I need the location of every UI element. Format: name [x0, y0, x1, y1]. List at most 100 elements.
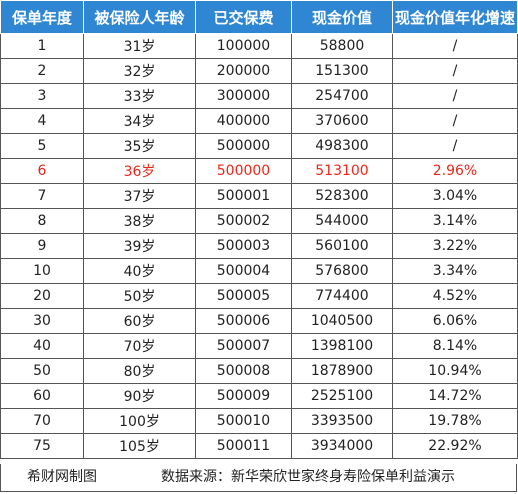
table-row: 60 90岁 500009 2525100 14.72% — [0, 383, 518, 409]
table-row: 50 80岁 500008 1878900 10.94% — [0, 358, 518, 384]
cell-annual-growth: 10.94% — [392, 358, 518, 384]
cell-cash-value: 3393500 — [291, 408, 393, 434]
table-header-row: 保单年度 被保险人年龄 已交保费 现金价值 现金价值年化增速 — [0, 0, 518, 34]
cell-premium-paid: 100000 — [195, 33, 292, 59]
table-row: 7 37岁 500001 528300 3.04% — [0, 183, 518, 209]
data-source-note: 数据来源：新华荣欣世家终身寿险保单利益演示 — [161, 469, 455, 485]
cell-premium-paid: 500001 — [195, 183, 292, 209]
cell-policy-year: 2 — [0, 58, 84, 84]
cell-premium-paid: 500011 — [195, 433, 292, 459]
cell-cash-value: 528300 — [291, 183, 393, 209]
table-row: 75 105岁 500011 3934000 22.92% — [0, 433, 518, 459]
cell-policy-year: 5 — [0, 133, 84, 159]
table-row: 30 60岁 500006 1040500 6.06% — [0, 308, 518, 334]
cell-annual-growth: 2.96% — [392, 158, 518, 184]
cell-policy-year: 50 — [0, 358, 84, 384]
cell-premium-paid: 500005 — [195, 283, 292, 309]
cell-policy-year: 10 — [0, 258, 84, 284]
cell-premium-paid: 500007 — [195, 333, 292, 359]
cell-insured-age: 50岁 — [83, 283, 196, 309]
cell-policy-year: 40 — [0, 333, 84, 359]
cell-policy-year: 70 — [0, 408, 84, 434]
table-row: 8 38岁 500002 544000 3.14% — [0, 208, 518, 234]
table-row: 40 70岁 500007 1398100 8.14% — [0, 333, 518, 359]
cell-premium-paid: 300000 — [195, 83, 292, 109]
table-row: 3 33岁 300000 254700/ — [0, 83, 518, 109]
cell-cash-value: 1398100 — [291, 333, 393, 359]
cell-insured-age: 100岁 — [83, 408, 196, 434]
cell-cash-value: 151300 — [291, 58, 393, 84]
cell-premium-paid: 500010 — [195, 408, 292, 434]
cell-annual-growth: 22.92% — [392, 433, 518, 459]
table-footer: 希财网制图 数据来源：新华荣欣世家终身寿险保单利益演示 — [0, 464, 517, 492]
header-cash-value: 现金价值 — [291, 0, 393, 34]
cell-insured-age: 33岁 — [83, 83, 196, 109]
cell-policy-year: 6 — [0, 158, 84, 184]
cell-cash-value: 370600 — [291, 108, 393, 134]
cell-premium-paid: 500000 — [195, 158, 292, 184]
cell-cash-value: 58800 — [291, 33, 393, 59]
cell-premium-paid: 500004 — [195, 258, 292, 284]
cell-cash-value: 544000 — [291, 208, 393, 234]
cell-policy-year: 30 — [0, 308, 84, 334]
cell-cash-value: 1878900 — [291, 358, 393, 384]
table-row: 5 35岁 500000 498300/ — [0, 133, 518, 159]
cell-annual-growth: 4.52% — [392, 283, 518, 309]
cell-premium-paid: 500009 — [195, 383, 292, 409]
cell-annual-growth: / — [392, 58, 518, 84]
header-insured-age: 被保险人年龄 — [83, 0, 196, 34]
cell-insured-age: 80岁 — [83, 358, 196, 384]
cash-value-table: 保单年度 被保险人年龄 已交保费 现金价值 现金价值年化增速 1 31岁 10000… — [0, 0, 518, 459]
header-annual-growth: 现金价值年化增速 — [392, 0, 518, 34]
table-row: 2 32岁 200000 151300/ — [0, 58, 518, 84]
cell-insured-age: 34岁 — [83, 108, 196, 134]
cell-annual-growth: / — [392, 33, 518, 59]
cell-annual-growth: 3.22% — [392, 233, 518, 259]
cell-cash-value: 774400 — [291, 283, 393, 309]
cell-insured-age: 37岁 — [83, 183, 196, 209]
table-row: 20 50岁 500005 774400 4.52% — [0, 283, 518, 309]
cell-insured-age: 35岁 — [83, 133, 196, 159]
cell-cash-value: 2525100 — [291, 383, 393, 409]
cell-insured-age: 38岁 — [83, 208, 196, 234]
cell-insured-age: 70岁 — [83, 333, 196, 359]
cell-annual-growth: 3.14% — [392, 208, 518, 234]
cell-policy-year: 60 — [0, 383, 84, 409]
cell-annual-growth: / — [392, 108, 518, 134]
cell-insured-age: 60岁 — [83, 308, 196, 334]
cell-insured-age: 31岁 — [83, 33, 196, 59]
table-row: 9 39岁 500003 560100 3.22% — [0, 233, 518, 259]
cell-insured-age: 90岁 — [83, 383, 196, 409]
cell-annual-growth: 6.06% — [392, 308, 518, 334]
cell-insured-age: 40岁 — [83, 258, 196, 284]
cell-cash-value: 254700 — [291, 83, 393, 109]
header-premium-paid: 已交保费 — [195, 0, 292, 34]
cell-policy-year: 8 — [0, 208, 84, 234]
table-row: 4 34岁 400000 370600/ — [0, 108, 518, 134]
cell-premium-paid: 500000 — [195, 133, 292, 159]
cell-cash-value: 3934000 — [291, 433, 393, 459]
cell-cash-value: 576800 — [291, 258, 393, 284]
cell-cash-value: 560100 — [291, 233, 393, 259]
table-row: 1 31岁 100000 58800/ — [0, 33, 518, 59]
cell-insured-age: 105岁 — [83, 433, 196, 459]
cell-insured-age: 39岁 — [83, 233, 196, 259]
cell-annual-growth: 19.78% — [392, 408, 518, 434]
cell-annual-growth: / — [392, 83, 518, 109]
cell-annual-growth: / — [392, 133, 518, 159]
cell-annual-growth: 14.72% — [392, 383, 518, 409]
cell-premium-paid: 500002 — [195, 208, 292, 234]
cell-annual-growth: 8.14% — [392, 333, 518, 359]
cell-policy-year: 9 — [0, 233, 84, 259]
chart-credit: 希财网制图 — [27, 469, 97, 485]
table-body: 1 31岁 100000 58800/2 32岁 200000 151300/3 33岁 300… — [0, 33, 518, 459]
cell-policy-year: 1 — [0, 33, 84, 59]
cell-premium-paid: 200000 — [195, 58, 292, 84]
cell-policy-year: 75 — [0, 433, 84, 459]
cell-insured-age: 32岁 — [83, 58, 196, 84]
cell-policy-year: 4 — [0, 108, 84, 134]
cell-annual-growth: 3.34% — [392, 258, 518, 284]
cell-premium-paid: 500008 — [195, 358, 292, 384]
table-row: 10 40岁 500004 576800 3.34% — [0, 258, 518, 284]
